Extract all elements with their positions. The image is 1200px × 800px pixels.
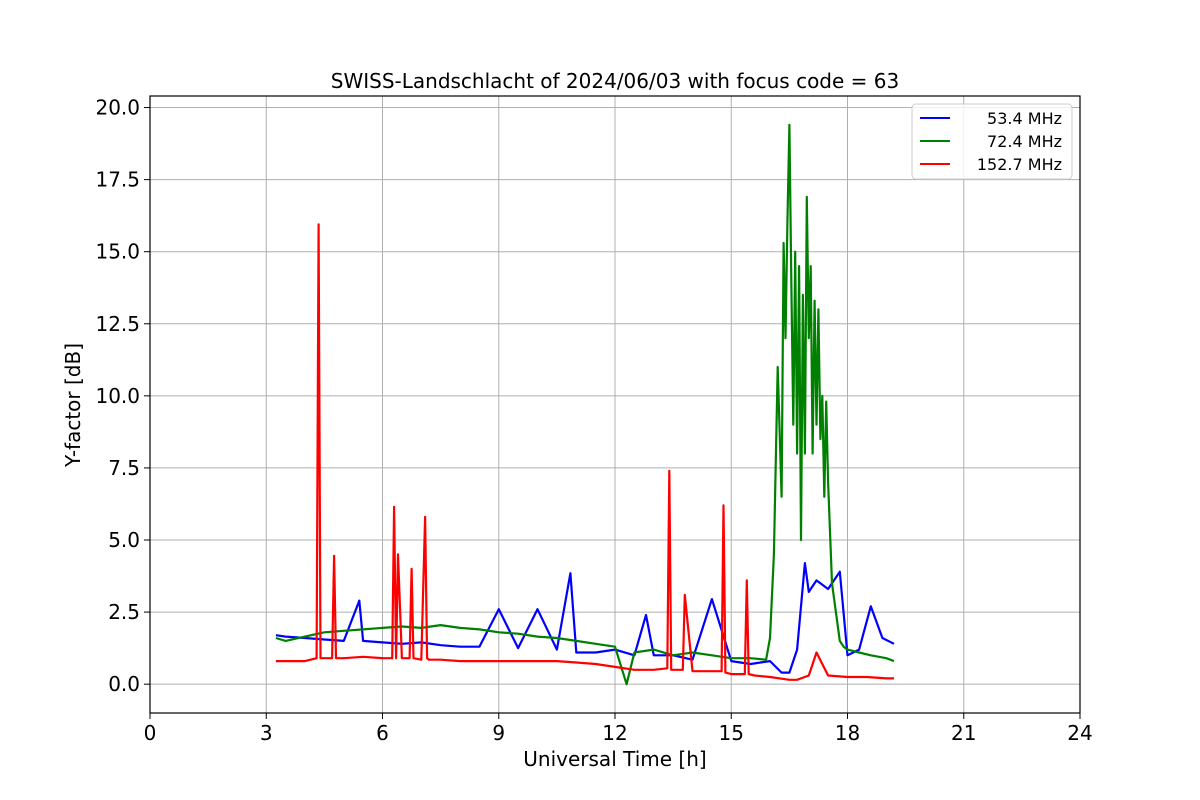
axis-ticks: 0 3 6 9 12 15 18 21 24 0.0 2.5 5.0 7.5 10.0 12.5 15.0 17… xyxy=(95,96,1092,745)
x-tick-label: 6 xyxy=(376,721,389,745)
x-tick-label: 9 xyxy=(492,721,505,745)
legend-label-72-4-mhz: 72.4 MHz xyxy=(987,132,1062,151)
x-tick-label: 3 xyxy=(260,721,273,745)
y-tick-label: 7.5 xyxy=(108,456,140,480)
x-tick-label: 0 xyxy=(144,721,157,745)
legend-label-152-7-mhz: 152.7 MHz xyxy=(977,155,1062,174)
x-tick-label: 18 xyxy=(835,721,860,745)
series-line-72-4-mhz xyxy=(275,123,895,686)
x-axis-label: Universal Time [h] xyxy=(523,747,706,771)
x-tick-label: 15 xyxy=(719,721,744,745)
x-tick-label: 24 xyxy=(1067,721,1092,745)
y-axis-label: Y-factor [dB] xyxy=(61,343,85,468)
y-tick-label: 12.5 xyxy=(95,312,140,336)
legend: 53.4 MHz 72.4 MHz 152.7 MHz xyxy=(911,103,1073,180)
chart-title: SWISS-Landschlacht of 2024/06/03 with fo… xyxy=(331,69,899,93)
y-tick-label: 17.5 xyxy=(95,168,140,192)
y-tick-label: 2.5 xyxy=(108,600,140,624)
x-tick-label: 21 xyxy=(951,721,976,745)
y-tick-label: 20.0 xyxy=(95,96,140,120)
y-tick-label: 15.0 xyxy=(95,240,140,264)
legend-label-53-4-mhz: 53.4 MHz xyxy=(987,109,1062,128)
y-tick-label: 5.0 xyxy=(108,528,140,552)
legend-frame xyxy=(911,103,1073,180)
y-tick-label: 10.0 xyxy=(95,384,140,408)
data-series xyxy=(275,123,895,686)
x-tick-label: 12 xyxy=(602,721,627,745)
series-line-152-7-mhz xyxy=(275,223,894,681)
y-tick-label: 0.0 xyxy=(108,672,140,696)
